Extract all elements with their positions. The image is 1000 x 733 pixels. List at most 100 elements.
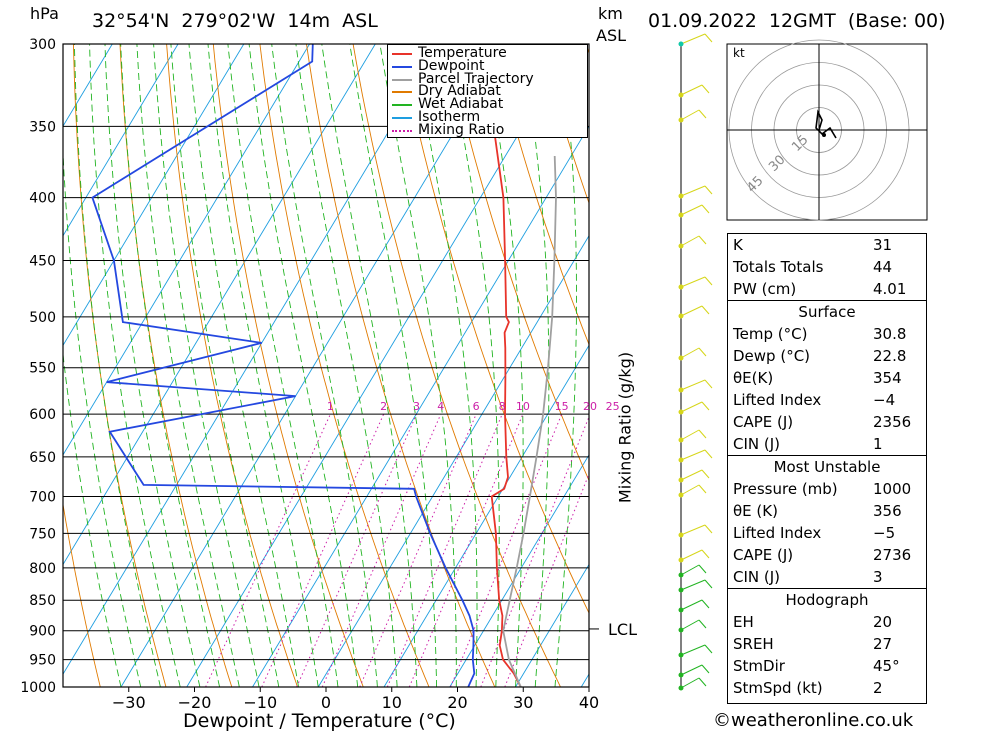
wet-adiabat-line [63,145,142,687]
wind-level-dot [678,41,684,47]
wind-barb [680,109,700,121]
legend-swatch [392,53,412,55]
index-name: SREH [733,635,774,653]
wind-level-dot [678,477,684,483]
index-row: K 31 [728,234,926,256]
legend-entry: Temperature [388,46,587,60]
km-unit-label: km [598,4,623,23]
index-row: θE (K) 356 [728,500,926,522]
surface-section: Surface Temp (°C) 30.8 Dewp (°C) 22.8 θE(K) 3… [728,300,926,455]
index-row: θE(K) 354 [728,367,926,389]
isotherm-line [515,563,589,687]
wind-level-dot [678,587,684,593]
temp-tick-label: 0 [321,693,331,712]
index-row: Temp (°C) 30.8 [728,323,926,345]
legend-swatch [392,104,412,107]
wind-barb-flag [698,564,707,574]
index-name: Lifted Index [733,524,822,542]
legend-label: Isotherm [418,108,481,125]
surface-section-title: Surface [798,303,856,321]
mixing-ratio-label: 1 [327,400,334,413]
legend-swatch [392,129,412,132]
wind-barb-flag [704,449,713,459]
index-name: Dewp (°C) [733,347,811,365]
mixing-ratio-line [261,413,385,687]
index-name: CIN (J) [733,435,781,453]
temp-tick-label: 30 [513,693,533,712]
wind-barb-flag [701,599,710,609]
wind-level-dot [678,212,684,218]
wind-level-dot [678,92,684,98]
wind-barb-flag [701,469,710,479]
wind-barb-flag [698,429,707,439]
wet-adiabat-line [446,44,500,687]
isotherm-line [252,125,589,687]
legend-label: Wet Adiabat [418,96,504,113]
index-name: θE(K) [733,369,774,387]
dry-adiabat-line [399,44,589,615]
wet-adiabat-line [74,44,161,687]
lcl-label: LCL [608,620,637,639]
legend-entry: Isotherm [388,108,587,125]
pressure-tick-label: 400 [29,191,56,207]
wind-barb [680,619,700,631]
index-value: 354 [873,369,902,387]
legend-label: Dry Adiabat [418,83,501,100]
isotherm-line [63,44,442,675]
index-value: 1 [873,435,883,453]
index-value: 356 [873,502,902,520]
isotherm-line [120,44,508,687]
mixing-ratio-label: 15 [555,400,569,413]
mixing-ratio-line [205,413,331,687]
wind-barb [680,347,700,359]
index-name: θE (K) [733,502,778,520]
wind-barb [680,524,706,536]
wind-barb [680,379,706,391]
index-row: Lifted Index −5 [728,522,926,544]
index-name: EH [733,613,754,631]
isotherm-line [63,44,113,128]
wind-level-dot [678,409,684,415]
wind-barb-flag [701,664,710,674]
mixing-ratio-line [296,413,418,687]
parcel-trajectory-line [502,155,557,687]
wind-barb [680,235,700,247]
wind-barb [680,564,700,576]
pressure-tick-label: 500 [29,310,56,326]
index-row: Pressure (mb) 1000 [728,478,926,500]
pressure-tick-label: 550 [29,361,56,377]
wind-level-dot [678,685,684,691]
index-row: SREH 27 [728,633,926,655]
hodograph-section: Hodograph EH 20 SREH 27 StmDir 45° StmSpd (kt)… [728,588,926,699]
wind-barb [680,276,706,288]
index-row: Lifted Index −4 [728,389,926,411]
pressure-tick-label: 950 [29,653,56,669]
wind-barb [680,664,703,676]
legend-label: Parcel Trajectory [418,70,534,87]
index-name: K [733,236,743,254]
wind-level-dot [678,557,684,563]
index-name: StmSpd (kt) [733,679,823,697]
index-name: Temp (°C) [733,325,808,343]
wind-barb-flag [701,305,710,315]
index-value: 44 [873,258,893,276]
wind-level-dot [678,117,684,123]
dry-adiabat-line [445,44,589,482]
mixing-ratio-line [321,413,442,687]
index-row: EH 20 [728,611,926,633]
x-axis-label: Dewpoint / Temperature (°C) [183,710,456,732]
wind-level-dot [678,672,684,678]
hodograph-section-title: Hodograph [785,591,869,609]
copyright-footer[interactable]: ©weatheronline.co.uk [713,710,914,731]
wet-adiabat-line [521,44,550,687]
index-row: Totals Totals 44 [728,256,926,278]
wet-adiabat-line [483,44,524,687]
index-row: CAPE (J) 2356 [728,411,926,433]
index-value: 2736 [873,546,912,564]
wind-level-dot [678,652,684,658]
pressure-tick-label: 300 [29,37,56,53]
index-name: Totals Totals [733,258,824,276]
index-row: CIN (J) 3 [728,566,926,588]
pressure-tick-label: 600 [29,407,56,423]
wind-barb-flag [704,33,713,43]
